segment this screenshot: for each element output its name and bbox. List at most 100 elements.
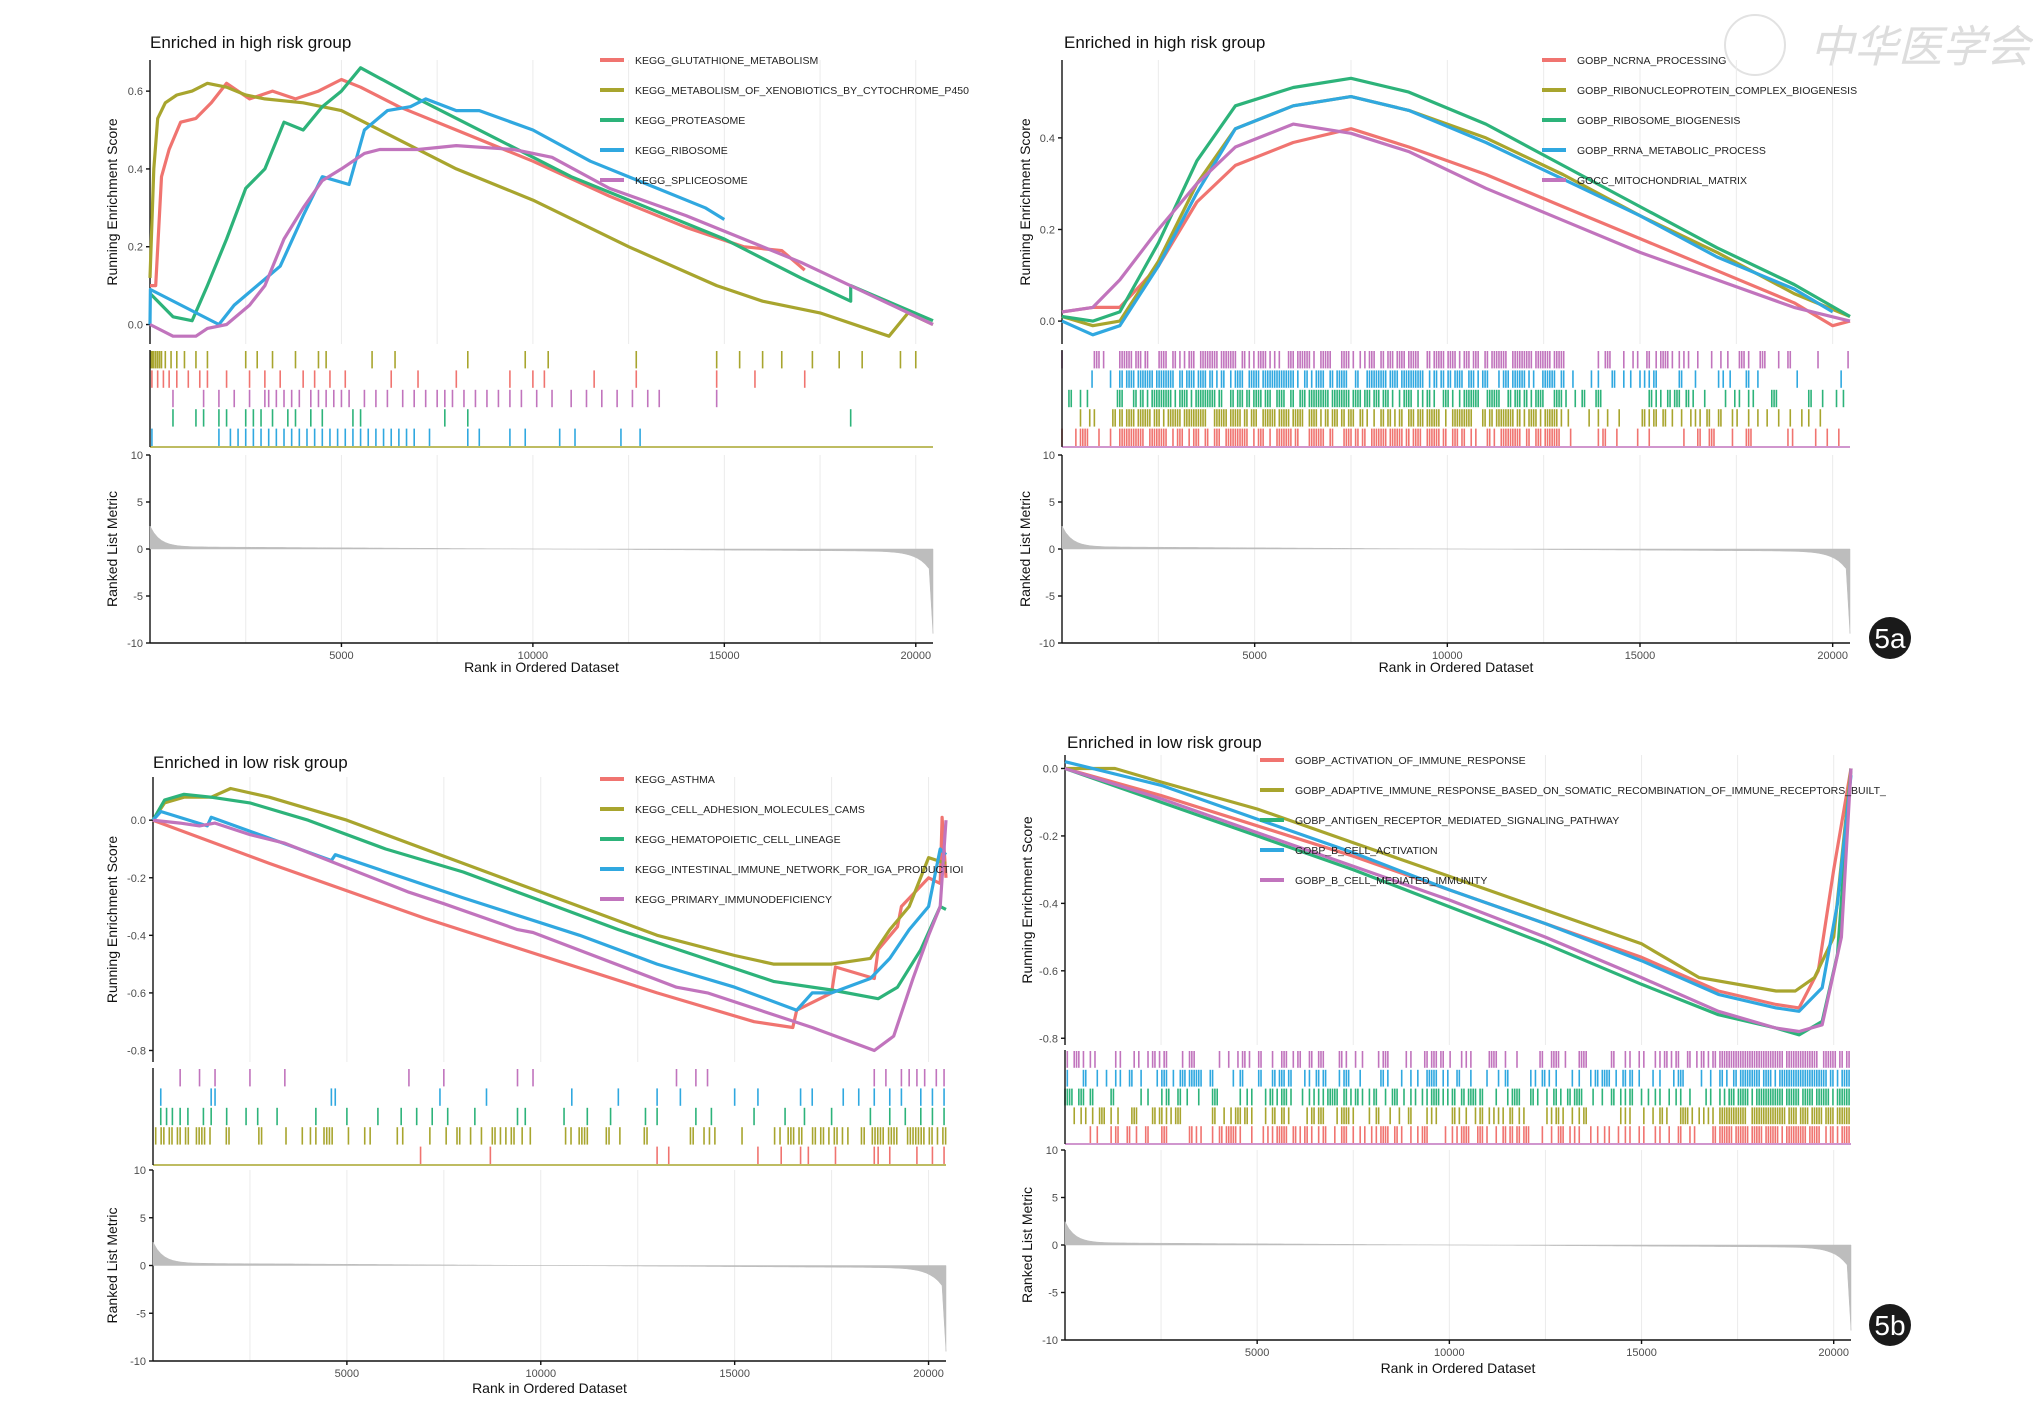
x-axis-label: Rank in Ordered Dataset	[464, 659, 619, 675]
y-tick-label-metric: -10	[1039, 638, 1055, 650]
legend-label-5: GOBP_B_CELL_MEDIATED_IMMUNITY	[1295, 875, 1487, 887]
y-tick-label-es: 0.4	[128, 164, 143, 176]
y-tick-label-metric: 0	[140, 1261, 146, 1273]
y-axis-label-es: Running Enrichment Score	[1019, 816, 1035, 984]
badge-5b: 5b	[1869, 1304, 1911, 1346]
y-axis-label-metric: Ranked List Metric	[1019, 1187, 1035, 1303]
x-tick-label: 15000	[719, 1368, 750, 1380]
x-tick-label: 20000	[1817, 650, 1848, 662]
es-curve-4	[148, 97, 726, 327]
y-tick-label-metric: 0	[1052, 1240, 1058, 1252]
legend-label-1: KEGG_GLUTATHIONE_METABOLISM	[635, 55, 818, 67]
es-curve-5	[152, 818, 948, 1053]
y-tick-label-metric: 10	[131, 450, 143, 462]
es-curve-5	[1064, 766, 1853, 1034]
y-tick-label-es: -0.6	[127, 988, 146, 1000]
badge-5a: 5a	[1869, 617, 1911, 659]
legend-label-3: GOBP_RIBOSOME_BIOGENESIS	[1577, 115, 1740, 127]
es-curve-5	[149, 144, 934, 338]
x-axis-label: Rank in Ordered Dataset	[1381, 1360, 1536, 1376]
y-tick-label-metric: 0	[137, 544, 143, 556]
legend-label-4: KEGG_RIBOSOME	[635, 145, 728, 157]
y-tick-label-es: 0.0	[128, 320, 143, 332]
x-tick-label: 10000	[518, 650, 549, 662]
y-tick-label-es: 0.2	[128, 242, 143, 254]
legend-label-4: KEGG_INTESTINAL_IMMUNE_NETWORK_FOR_IGA_P…	[635, 864, 963, 876]
y-tick-label-metric: 5	[1052, 1193, 1058, 1205]
legend-label-2: KEGG_CELL_ADHESION_MOLECULES_CAMS	[635, 804, 865, 816]
y-tick-label-es: 0.4	[1040, 133, 1055, 145]
y-tick-label-metric: -10	[130, 1356, 146, 1368]
es-curve-4	[151, 809, 948, 1012]
y-tick-label-metric: -5	[133, 591, 143, 603]
legend-label-4: GOBP_RRNA_METABOLIC_PROCESS	[1577, 145, 1766, 157]
x-tick-label: 5000	[335, 1368, 359, 1380]
y-tick-label-es: -0.4	[1039, 898, 1058, 910]
y-axis-label-metric: Ranked List Metric	[104, 1208, 120, 1324]
y-tick-label-metric: 5	[1049, 497, 1055, 509]
badge-5b-label: 5b	[1874, 1310, 1905, 1341]
gsea-panel-3: Enriched in low risk group -0.8 -0.6 -0.4 -0…	[104, 753, 963, 1396]
y-tick-label-metric: 5	[137, 497, 143, 509]
y-axis-label-metric: Ranked List Metric	[104, 491, 120, 607]
x-tick-label: 15000	[1626, 1347, 1657, 1359]
es-curve-2	[148, 81, 934, 338]
es-curve-5	[1061, 122, 1851, 323]
es-curve-4	[1061, 94, 1834, 337]
legend-label-1: GOBP_NCRNA_PROCESSING	[1577, 55, 1726, 67]
y-tick-label-metric: -10	[127, 638, 143, 650]
es-curve-1	[1064, 766, 1853, 1010]
ranked-metric-area	[1064, 1220, 1852, 1331]
x-tick-label: 15000	[1625, 650, 1656, 662]
y-tick-label-metric: -5	[1045, 591, 1055, 603]
y-tick-label-es: -0.8	[127, 1045, 146, 1057]
y-tick-label-es: -0.2	[127, 873, 146, 885]
x-tick-label: 5000	[1245, 1347, 1269, 1359]
y-axis-label-es: Running Enrichment Score	[104, 118, 120, 286]
x-axis-label: Rank in Ordered Dataset	[472, 1380, 627, 1396]
y-tick-label-metric: 10	[1043, 450, 1055, 462]
y-tick-label-metric: -5	[1048, 1288, 1058, 1300]
y-tick-label-metric: -10	[1042, 1335, 1058, 1347]
legend-label-5: KEGG_SPLICEOSOME	[635, 175, 748, 187]
x-tick-label: 20000	[913, 1368, 944, 1380]
y-axis-label-es: Running Enrichment Score	[104, 836, 120, 1004]
gsea-panel-2: Enriched in high risk group 0.0 0.2 0.4 Runn…	[1017, 33, 1857, 675]
x-tick-label: 20000	[900, 650, 931, 662]
gsea-panel-1: Enriched in high risk group 0.0 0.2 0.4 0.6 R…	[104, 33, 969, 675]
y-tick-label-metric: 10	[1046, 1145, 1058, 1157]
watermark: 中华医学会	[1724, 14, 2033, 76]
x-tick-label: 10000	[1432, 650, 1463, 662]
x-tick-label: 5000	[329, 650, 353, 662]
watermark-seal-icon	[1724, 14, 1786, 76]
watermark-text: 中华医学会	[1810, 22, 2033, 73]
es-curve-3	[148, 66, 934, 323]
gridlines	[1160, 755, 1835, 1340]
es-curve-3	[1061, 76, 1851, 323]
ranked-metric-area	[152, 1241, 947, 1352]
y-tick-label-metric: -5	[136, 1308, 146, 1320]
legend-label-2: GOBP_RIBONUCLEOPROTEIN_COMPLEX_BIOGENESI…	[1577, 85, 1857, 97]
y-tick-label-es: -0.8	[1039, 1033, 1058, 1045]
y-tick-label-metric: 0	[1049, 544, 1055, 556]
es-curve-3	[151, 792, 947, 1001]
ranked-metric-area	[149, 525, 934, 634]
es-curve-4	[1064, 760, 1853, 1013]
es-curve-1	[150, 77, 806, 288]
y-axis-label-es: Running Enrichment Score	[1017, 118, 1033, 286]
legend-label-2: GOBP_ADAPTIVE_IMMUNE_RESPONSE_BASED_ON_S…	[1295, 785, 1886, 797]
y-tick-label-es: -0.4	[127, 930, 146, 942]
y-tick-label-es: 0.0	[1043, 763, 1058, 775]
y-tick-label-es: -0.2	[1039, 831, 1058, 843]
panel-title: Enriched in low risk group	[1067, 733, 1262, 752]
x-tick-label: 20000	[1818, 1347, 1849, 1359]
es-curve-2	[1065, 766, 1853, 993]
y-tick-label-es: 0.0	[131, 815, 146, 827]
legend-label-3: KEGG_HEMATOPOIETIC_CELL_LINEAGE	[635, 834, 841, 846]
gridlines	[245, 60, 917, 643]
x-tick-label: 15000	[709, 650, 740, 662]
legend-label-5: GOCC_MITOCHONDRIAL_MATRIX	[1577, 175, 1747, 187]
ranked-metric-area	[1061, 525, 1851, 634]
legend-label-1: KEGG_ASTHMA	[635, 774, 715, 786]
legend-label-3: GOBP_ANTIGEN_RECEPTOR_MEDIATED_SIGNALING…	[1295, 815, 1619, 827]
